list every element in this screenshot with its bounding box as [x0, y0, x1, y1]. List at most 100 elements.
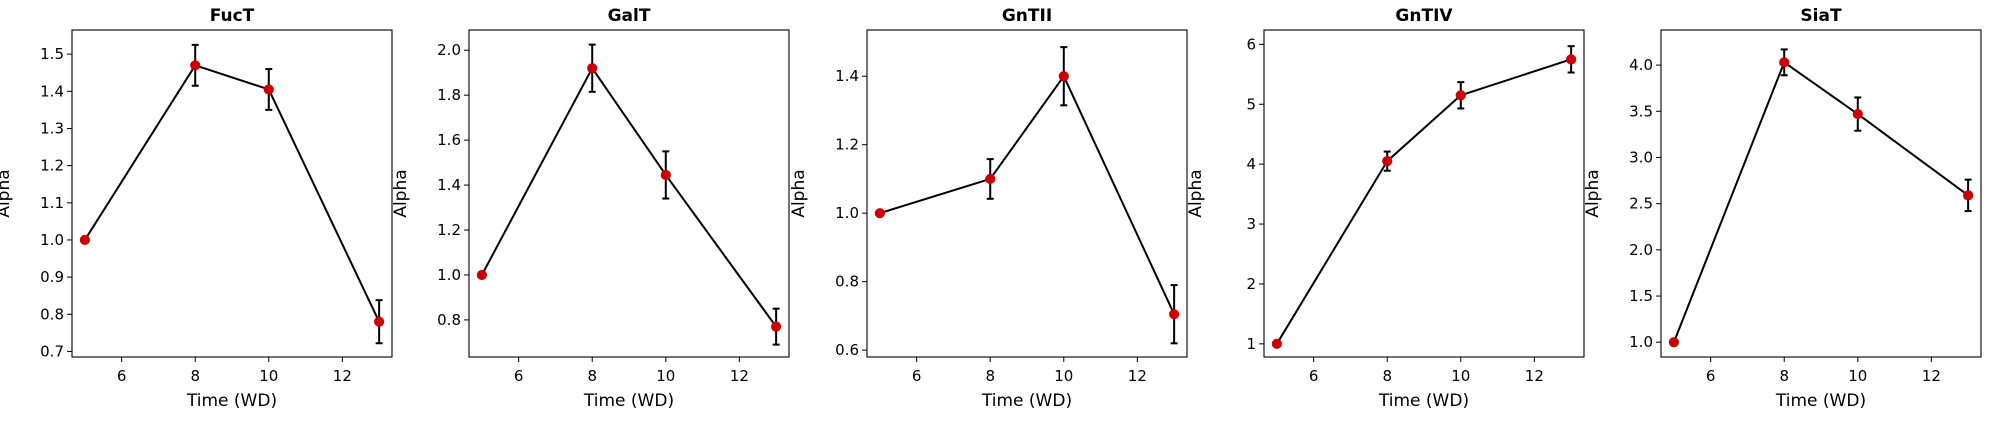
data-point	[1668, 337, 1679, 348]
chart-title: GalT	[608, 6, 651, 26]
plot-frame	[1263, 29, 1585, 358]
series-line	[879, 75, 1176, 315]
x-axis-label: Time (WD)	[186, 391, 277, 411]
data-point	[1852, 108, 1863, 120]
y-tick-label: 0.8	[835, 273, 859, 291]
y-tick-label: 4.0	[1629, 56, 1653, 74]
y-tick-label: 6	[1246, 35, 1256, 53]
y-axis-label: Alpha	[1583, 169, 1603, 217]
x-tick-label: 6	[1309, 367, 1319, 385]
data-point	[79, 234, 90, 246]
plot-frame	[866, 29, 1188, 358]
chart-title: GnTII	[1002, 6, 1052, 26]
y-tick-label: 3.0	[1629, 148, 1653, 166]
y-tick-label: 3	[1246, 215, 1256, 233]
y-tick-label: 1.8	[437, 86, 461, 104]
y-tick-label: 2.5	[1629, 195, 1653, 213]
chart-panel-siat: SiaT Time (WD) Alpha 6 8 10 12 1.0 1.5 2.0 2.5 3.0 3…	[1583, 6, 1982, 411]
series-line	[84, 64, 381, 323]
x-axis-label: Time (WD)	[1378, 391, 1469, 411]
y-tick-label: 1.4	[437, 176, 461, 194]
x-tick-label: 6	[117, 367, 127, 385]
x-tick-label: 10	[1848, 367, 1867, 385]
plot-frame	[1660, 29, 1982, 358]
chart-panel-gntii: GnTII Time (WD) Alpha 6 8 10 12 0.6 0.8 1.0 1.2 1.4	[789, 6, 1188, 411]
y-axis-label: Alpha	[1186, 169, 1206, 217]
x-tick-label: 8	[985, 367, 995, 385]
y-tick-label: 0.9	[40, 268, 64, 286]
y-tick-label: 0.8	[40, 305, 64, 323]
x-tick-label: 12	[1525, 367, 1544, 385]
data-point	[1382, 156, 1393, 167]
y-tick-label: 0.6	[835, 341, 859, 359]
data-point	[1963, 190, 1974, 201]
y-tick-label: 0.8	[437, 311, 461, 329]
y-tick-label: 1.2	[40, 157, 64, 175]
y-axis-label: Alpha	[391, 169, 411, 217]
data-point	[1271, 338, 1282, 349]
y-tick-label: 1.0	[437, 266, 461, 284]
x-axis-label: Time (WD)	[981, 391, 1072, 411]
data-point	[771, 321, 782, 332]
plot-frame	[71, 29, 393, 358]
x-tick-label: 10	[259, 367, 278, 385]
x-tick-label: 10	[656, 367, 675, 385]
chart-title: GnTIV	[1395, 6, 1453, 26]
data-point	[1455, 90, 1466, 101]
series-line	[1672, 61, 1969, 343]
data-point	[190, 60, 201, 71]
y-tick-label: 2.0	[1629, 241, 1653, 259]
y-tick-label: 5	[1246, 95, 1256, 113]
y-axis-label: Alpha	[0, 169, 14, 217]
x-axis-label: Time (WD)	[1775, 391, 1866, 411]
x-tick-label: 6	[1706, 367, 1716, 385]
chart-panel-galt: GalT Time (WD) Alpha 6 8 10 12 0.8 1.0 1.2 1.4 1.6 1…	[391, 6, 790, 411]
y-tick-label: 2.0	[437, 41, 461, 59]
y-tick-label: 1.2	[437, 221, 461, 239]
x-tick-label: 8	[1779, 367, 1789, 385]
x-tick-label: 10	[1451, 367, 1470, 385]
x-tick-label: 12	[730, 367, 749, 385]
y-tick-label: 1.0	[1629, 333, 1653, 351]
x-tick-label: 8	[190, 367, 200, 385]
y-tick-label: 1.6	[437, 131, 461, 149]
y-tick-label: 4	[1246, 155, 1256, 173]
data-point	[874, 208, 885, 219]
data-point	[587, 63, 598, 74]
y-tick-label: 1.5	[1629, 287, 1653, 305]
x-tick-label: 10	[1054, 367, 1073, 385]
y-tick-label: 1.0	[40, 231, 64, 249]
y-tick-label: 1.1	[40, 194, 64, 212]
data-point	[1169, 309, 1180, 320]
x-tick-label: 6	[912, 367, 922, 385]
y-tick-label: 1	[1246, 335, 1256, 353]
data-point	[476, 269, 487, 281]
y-tick-label: 3.5	[1629, 102, 1653, 120]
data-point	[1566, 54, 1577, 65]
y-tick-label: 1.4	[40, 82, 64, 100]
y-axis-label: Alpha	[789, 169, 809, 217]
x-tick-label: 12	[1128, 367, 1147, 385]
chart-title: SiaT	[1800, 6, 1842, 26]
y-tick-label: 2	[1246, 275, 1256, 293]
chart-panel-fuct: FucT Time (WD) Alpha 6 8 10 12 0.7 0.8 0.9 1.0 1.1 1…	[0, 6, 393, 411]
x-tick-label: 8	[1382, 367, 1392, 385]
x-axis-label: Time (WD)	[583, 391, 674, 411]
x-tick-label: 12	[1922, 367, 1941, 385]
data-point	[263, 84, 274, 95]
data-point	[1779, 57, 1790, 68]
y-tick-label: 0.7	[40, 342, 64, 360]
x-tick-label: 8	[587, 367, 597, 385]
data-point	[985, 173, 996, 185]
y-tick-label: 1.0	[835, 204, 859, 222]
series-line	[480, 67, 777, 328]
data-point	[374, 316, 385, 327]
y-tick-label: 1.4	[835, 67, 859, 85]
y-tick-label: 1.3	[40, 119, 64, 137]
data-point	[660, 169, 671, 181]
chart-title: FucT	[210, 6, 255, 26]
y-tick-label: 1.5	[40, 45, 64, 63]
x-tick-label: 6	[514, 367, 524, 385]
